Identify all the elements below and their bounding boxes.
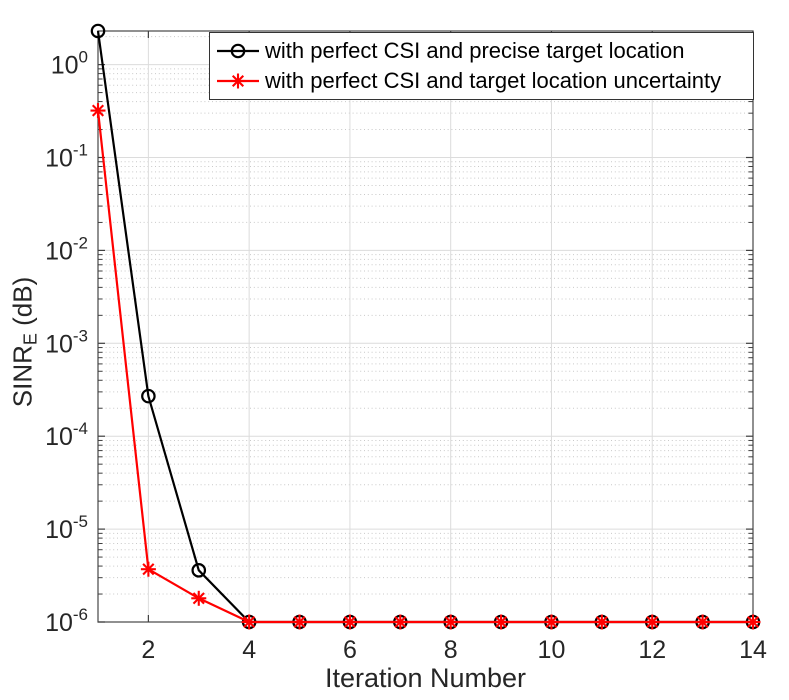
y-axis-label-subscript: E [20,333,41,346]
y-tick-label: 10-6 [45,605,88,637]
x-tick-label: 12 [638,636,666,664]
y-tick-label: 10-4 [45,419,88,451]
x-tick-labels: 2 4 6 8 10 12 14 [141,636,767,664]
series-1-markers [90,103,761,630]
x-tick-label: 4 [242,636,256,664]
legend: with perfect CSI and precise target loca… [209,32,754,100]
legend-marker-circle-icon [230,43,246,59]
x-tick-label: 6 [343,636,357,664]
x-tick-label: 8 [444,636,458,664]
x-tick-label: 2 [141,636,155,664]
legend-marker-asterisk-icon [230,73,246,89]
y-axis-label-text: SINR [7,345,38,408]
minor-gridlines [98,36,753,595]
series-1-line [96,110,753,624]
x-tick-label: 14 [739,636,767,664]
y-tick-label: 10-1 [45,141,88,173]
y-axis-label: SINRE (dB) [7,276,41,408]
legend-sample-0 [217,43,259,59]
major-gridlines [98,31,753,622]
legend-item-0: with perfect CSI and precise target loca… [210,36,753,66]
legend-label-1: with perfect CSI and target location unc… [265,68,722,93]
x-tick-label: 10 [538,636,566,664]
y-tick-label: 100 [51,48,88,80]
y-tick-label: 10-2 [45,233,88,265]
y-tick-label: 10-3 [45,326,88,358]
y-tick-label: 10-5 [45,512,88,544]
y-axis-label-suffix: (dB) [7,276,38,334]
legend-sample-1 [217,73,259,89]
x-axis-label: Iteration Number [324,663,527,693]
legend-item-1: with perfect CSI and target location unc… [210,66,753,96]
y-tick-labels: 100 10-1 10-2 10-3 10-4 10-5 10-6 [45,48,88,637]
legend-label-0: with perfect CSI and precise target loca… [265,38,685,63]
